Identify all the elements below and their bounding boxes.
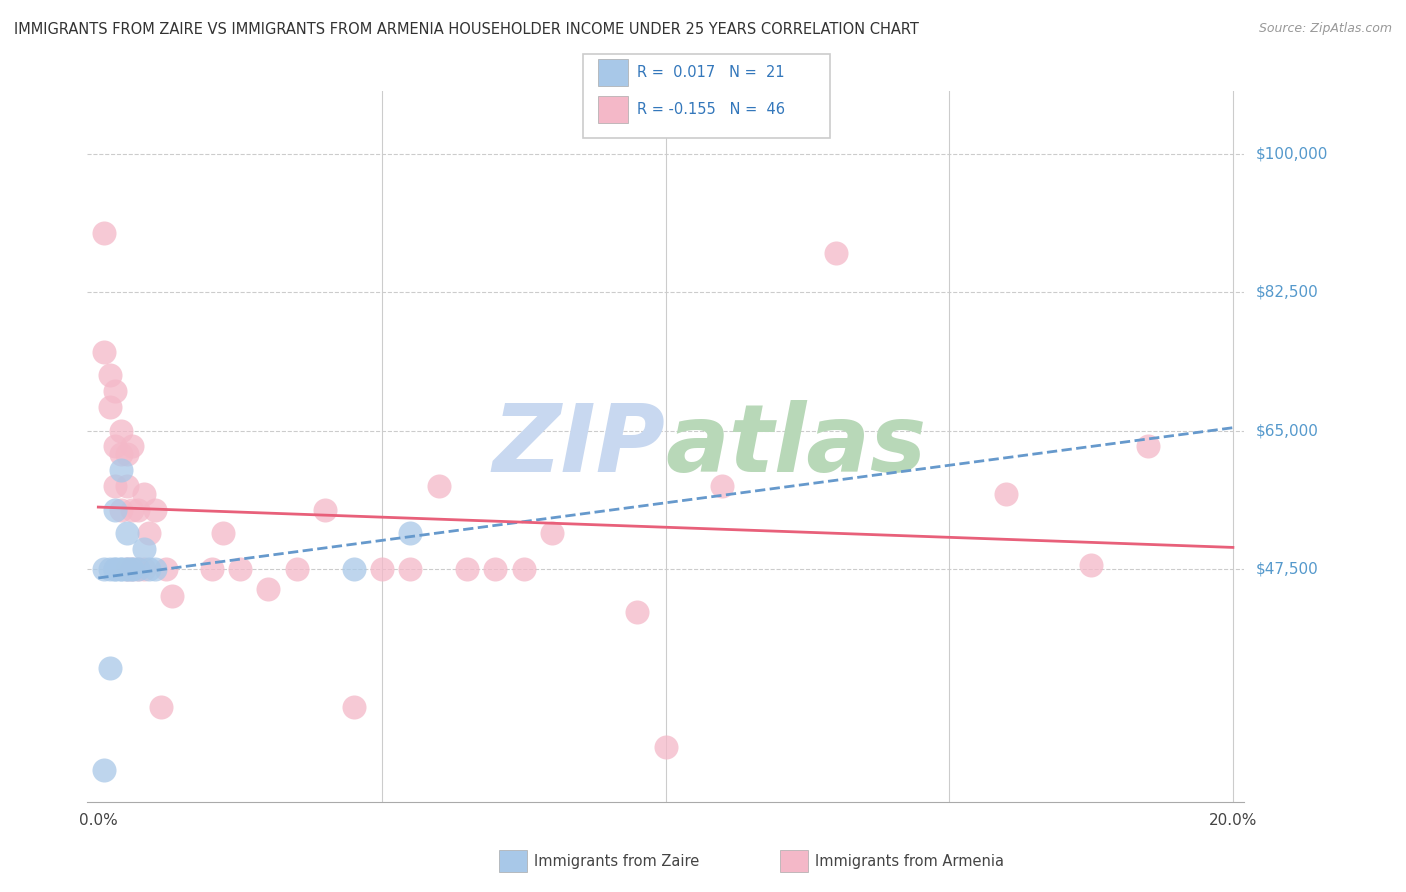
- Point: [285, 562, 308, 576]
- Point: [98, 400, 121, 414]
- Point: [115, 562, 138, 576]
- Point: [314, 502, 336, 516]
- Point: [127, 562, 149, 576]
- Point: [127, 502, 149, 516]
- Text: atlas: atlas: [665, 401, 927, 492]
- Point: [115, 447, 138, 461]
- Point: [654, 739, 676, 754]
- Point: [121, 439, 143, 453]
- Text: IMMIGRANTS FROM ZAIRE VS IMMIGRANTS FROM ARMENIA HOUSEHOLDER INCOME UNDER 25 YEA: IMMIGRANTS FROM ZAIRE VS IMMIGRANTS FROM…: [14, 22, 920, 37]
- Point: [104, 384, 127, 398]
- Point: [115, 562, 138, 576]
- Point: [110, 447, 132, 461]
- Point: [1080, 558, 1102, 572]
- Text: ZIP: ZIP: [492, 401, 665, 492]
- Point: [98, 660, 121, 674]
- Point: [160, 590, 183, 604]
- Point: [110, 562, 132, 576]
- Point: [98, 562, 121, 576]
- Point: [138, 526, 160, 541]
- Point: [104, 479, 127, 493]
- Point: [484, 562, 506, 576]
- Point: [104, 562, 127, 576]
- Point: [149, 700, 172, 714]
- Point: [626, 605, 648, 619]
- Point: [98, 368, 121, 383]
- Point: [456, 562, 478, 576]
- Point: [427, 479, 450, 493]
- Point: [110, 424, 132, 438]
- Point: [711, 479, 734, 493]
- Point: [121, 562, 143, 576]
- Text: Immigrants from Zaire: Immigrants from Zaire: [534, 854, 700, 869]
- Point: [93, 763, 115, 777]
- Point: [143, 562, 166, 576]
- Point: [115, 479, 138, 493]
- Point: [143, 502, 166, 516]
- Point: [342, 700, 364, 714]
- Point: [93, 226, 115, 240]
- Point: [342, 562, 364, 576]
- Point: [121, 562, 143, 576]
- Text: Source: ZipAtlas.com: Source: ZipAtlas.com: [1258, 22, 1392, 36]
- Text: $47,500: $47,500: [1256, 561, 1317, 576]
- Text: $65,000: $65,000: [1256, 423, 1319, 438]
- Point: [110, 562, 132, 576]
- Point: [132, 487, 155, 501]
- Text: $82,500: $82,500: [1256, 285, 1317, 300]
- Text: R =  0.017   N =  21: R = 0.017 N = 21: [637, 65, 785, 80]
- Point: [138, 562, 160, 576]
- Point: [121, 562, 143, 576]
- Point: [132, 541, 155, 556]
- Text: $100,000: $100,000: [1256, 146, 1327, 161]
- Point: [399, 526, 422, 541]
- Text: Immigrants from Armenia: Immigrants from Armenia: [815, 854, 1004, 869]
- Point: [541, 526, 564, 541]
- Text: R = -0.155   N =  46: R = -0.155 N = 46: [637, 102, 785, 117]
- Point: [371, 562, 394, 576]
- Point: [1136, 439, 1159, 453]
- Point: [93, 562, 115, 576]
- Point: [104, 562, 127, 576]
- Point: [212, 526, 235, 541]
- Point: [513, 562, 536, 576]
- Point: [127, 562, 149, 576]
- Point: [104, 439, 127, 453]
- Point: [257, 582, 280, 596]
- Point: [229, 562, 252, 576]
- Point: [115, 526, 138, 541]
- Point: [110, 502, 132, 516]
- Point: [201, 562, 224, 576]
- Point: [132, 562, 155, 576]
- Point: [110, 463, 132, 477]
- Point: [155, 562, 177, 576]
- Point: [104, 502, 127, 516]
- Point: [93, 344, 115, 359]
- Point: [824, 245, 846, 260]
- Point: [994, 487, 1017, 501]
- Point: [121, 502, 143, 516]
- Point: [115, 562, 138, 576]
- Point: [399, 562, 422, 576]
